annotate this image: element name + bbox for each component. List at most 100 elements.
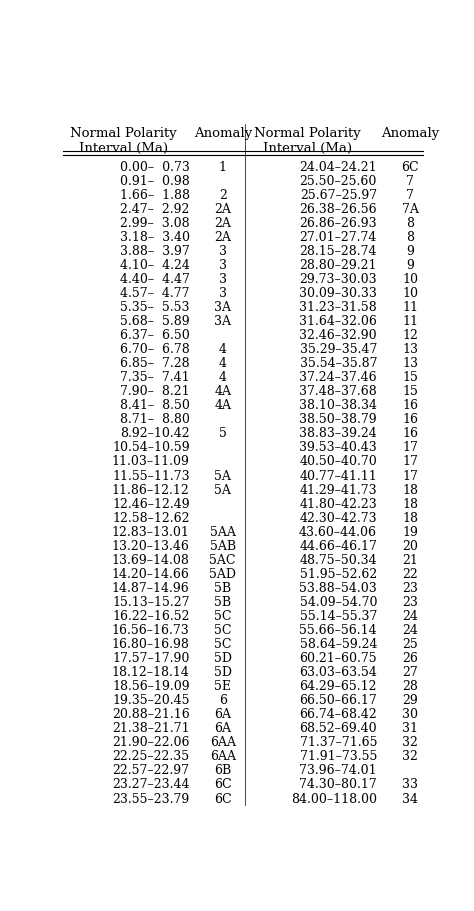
- Text: 37.48–37.68: 37.48–37.68: [299, 384, 377, 398]
- Text: 41.80–42.23: 41.80–42.23: [299, 497, 377, 510]
- Text: 68.52–69.40: 68.52–69.40: [300, 722, 377, 734]
- Text: 60.21–60.75: 60.21–60.75: [300, 651, 377, 664]
- Text: 30: 30: [402, 708, 418, 721]
- Text: 27.01–27.74: 27.01–27.74: [300, 230, 377, 243]
- Text: 25: 25: [402, 638, 418, 650]
- Text: 29: 29: [402, 693, 418, 706]
- Text: 5AD: 5AD: [209, 568, 236, 580]
- Text: 12.58–12.62: 12.58–12.62: [112, 511, 190, 524]
- Text: 5B: 5B: [214, 595, 231, 609]
- Text: 5A: 5A: [214, 469, 231, 482]
- Text: 6B: 6B: [214, 763, 231, 776]
- Text: 24: 24: [402, 609, 418, 622]
- Text: 26.38–26.56: 26.38–26.56: [300, 202, 377, 215]
- Text: 15: 15: [402, 384, 418, 398]
- Text: 5C: 5C: [214, 638, 231, 650]
- Text: 7.35–  7.41: 7.35– 7.41: [120, 371, 190, 384]
- Text: 4.57–  4.77: 4.57– 4.77: [120, 287, 190, 300]
- Text: 71.91–73.55: 71.91–73.55: [300, 750, 377, 763]
- Text: 37.24–37.46: 37.24–37.46: [300, 371, 377, 384]
- Text: 24.04–24.21: 24.04–24.21: [300, 160, 377, 173]
- Text: 31.23–31.58: 31.23–31.58: [299, 301, 377, 313]
- Text: 40.50–40.70: 40.50–40.70: [299, 455, 377, 468]
- Text: 32: 32: [402, 750, 418, 763]
- Text: 28: 28: [402, 680, 418, 692]
- Text: 1.66–  1.88: 1.66– 1.88: [119, 189, 190, 201]
- Text: 5AA: 5AA: [210, 525, 236, 538]
- Text: 3A: 3A: [214, 314, 231, 328]
- Text: 6A: 6A: [214, 708, 231, 721]
- Text: 10: 10: [402, 272, 418, 285]
- Text: 4A: 4A: [214, 384, 231, 398]
- Text: 55.14–55.37: 55.14–55.37: [300, 609, 377, 622]
- Text: 2.47–  2.92: 2.47– 2.92: [120, 202, 190, 215]
- Text: 27: 27: [402, 665, 418, 679]
- Text: 73.96–74.01: 73.96–74.01: [300, 763, 377, 776]
- Text: 31: 31: [402, 722, 418, 734]
- Text: 11: 11: [402, 314, 418, 328]
- Text: 48.75–50.34: 48.75–50.34: [300, 553, 377, 566]
- Text: 17: 17: [402, 469, 418, 482]
- Text: 8.71–  8.80: 8.71– 8.80: [120, 413, 190, 425]
- Text: 55.66–56.14: 55.66–56.14: [300, 623, 377, 636]
- Text: 5D: 5D: [214, 665, 232, 679]
- Text: 38.50–38.79: 38.50–38.79: [300, 413, 377, 425]
- Text: 42.30–42.73: 42.30–42.73: [300, 511, 377, 524]
- Text: 23: 23: [402, 595, 418, 609]
- Text: 21: 21: [402, 553, 418, 566]
- Text: 10.54–10.59: 10.54–10.59: [112, 441, 190, 454]
- Text: 74.30–80.17: 74.30–80.17: [299, 778, 377, 791]
- Text: 5B: 5B: [214, 581, 231, 594]
- Text: 9: 9: [406, 244, 414, 258]
- Text: 5: 5: [219, 427, 227, 440]
- Text: 26.86–26.93: 26.86–26.93: [300, 217, 377, 230]
- Text: 25.50–25.60: 25.50–25.60: [300, 174, 377, 188]
- Text: 18.56–19.09: 18.56–19.09: [112, 680, 190, 692]
- Text: 0.91–  0.98: 0.91– 0.98: [120, 174, 190, 188]
- Text: 2A: 2A: [214, 202, 231, 215]
- Text: 6AA: 6AA: [210, 750, 236, 763]
- Text: 14.20–14.66: 14.20–14.66: [112, 568, 190, 580]
- Text: 3: 3: [219, 244, 227, 258]
- Text: Anomaly: Anomaly: [193, 127, 252, 140]
- Text: 23.27–23.44: 23.27–23.44: [112, 778, 190, 791]
- Text: 11.03–11.09: 11.03–11.09: [112, 455, 190, 468]
- Text: 19: 19: [402, 525, 418, 538]
- Text: 5.35–  5.53: 5.35– 5.53: [120, 301, 190, 313]
- Text: 12.83–13.01: 12.83–13.01: [112, 525, 190, 538]
- Text: 11: 11: [402, 301, 418, 313]
- Text: 22.57–22.97: 22.57–22.97: [113, 763, 190, 776]
- Text: 23.55–23.79: 23.55–23.79: [112, 792, 190, 804]
- Text: 40.77–41.11: 40.77–41.11: [299, 469, 377, 482]
- Text: 4: 4: [219, 357, 227, 370]
- Text: 43.60–44.06: 43.60–44.06: [299, 525, 377, 538]
- Text: 2A: 2A: [214, 230, 231, 243]
- Text: 5AC: 5AC: [210, 553, 236, 566]
- Text: 5AB: 5AB: [210, 539, 236, 552]
- Text: 2A: 2A: [214, 217, 231, 230]
- Text: 6AA: 6AA: [210, 735, 236, 749]
- Text: 16: 16: [402, 413, 418, 425]
- Text: 7A: 7A: [401, 202, 419, 215]
- Text: Normal Polarity
Interval (Ma): Normal Polarity Interval (Ma): [254, 127, 361, 155]
- Text: 16.80–16.98: 16.80–16.98: [112, 638, 190, 650]
- Text: 9: 9: [406, 259, 414, 271]
- Text: 8: 8: [406, 230, 414, 243]
- Text: 6.70–  6.78: 6.70– 6.78: [120, 343, 190, 355]
- Text: 13: 13: [402, 343, 418, 355]
- Text: 3A: 3A: [214, 301, 231, 313]
- Text: 3.88–  3.97: 3.88– 3.97: [120, 244, 190, 258]
- Text: 3: 3: [219, 287, 227, 300]
- Text: 22: 22: [402, 568, 418, 580]
- Text: 28.15–28.74: 28.15–28.74: [300, 244, 377, 258]
- Text: 1: 1: [219, 160, 227, 173]
- Text: 44.66–46.17: 44.66–46.17: [299, 539, 377, 552]
- Text: 10: 10: [402, 287, 418, 300]
- Text: 17.57–17.90: 17.57–17.90: [112, 651, 190, 664]
- Text: 2.99–  3.08: 2.99– 3.08: [120, 217, 190, 230]
- Text: Normal Polarity
Interval (Ma): Normal Polarity Interval (Ma): [70, 127, 177, 155]
- Text: 6: 6: [219, 693, 227, 706]
- Text: 23: 23: [402, 581, 418, 594]
- Text: 4.10–  4.24: 4.10– 4.24: [120, 259, 190, 271]
- Text: 5C: 5C: [214, 623, 231, 636]
